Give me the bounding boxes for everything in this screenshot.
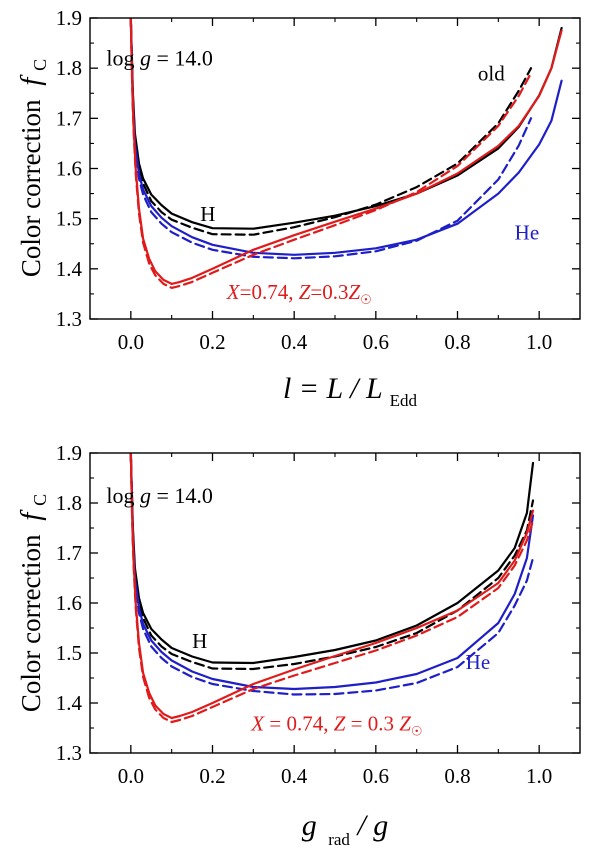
- top-y-tick-label: 1.4: [56, 257, 83, 281]
- top-annotation-H: H: [200, 202, 215, 226]
- bottom-x-axis-label: g rad / g: [302, 809, 389, 849]
- top-y-tick-label: 1.9: [56, 6, 82, 30]
- bottom-series-group: [129, 453, 535, 724]
- top-plot-frame: [89, 17, 581, 320]
- top-x-axis-label-text: l = L / L: [283, 372, 382, 405]
- bottom-series-x-0-74-z-0-3-zsun-old-dashed: [129, 453, 535, 724]
- bottom-y-axis-label-text: Color correction: [16, 534, 46, 712]
- top-x-axis-subscript: Edd: [390, 391, 418, 410]
- bottom-x-tick-label: 0.6: [363, 764, 389, 788]
- top-series-x-0-74-z-0-3zsun-old-dashed: [129, 18, 533, 289]
- top-annotation-logg: log g = 14.0: [106, 46, 213, 71]
- bottom-y-axis-subscript: C: [30, 494, 50, 506]
- top-y-axis-label: Color correction f C: [15, 59, 50, 277]
- top-series-he: [129, 18, 563, 256]
- top-y-axis-symbol: f: [15, 74, 47, 86]
- bottom-annotation-H: H: [192, 629, 207, 653]
- bottom-x-tick-label: 0.8: [444, 764, 470, 788]
- bottom-y-axis-label: Color correction f C: [15, 494, 50, 712]
- top-y-axis-subscript: C: [30, 59, 50, 71]
- bottom-y-tick-label: 1.8: [56, 491, 82, 515]
- bottom-x-tick-label: 0.4: [281, 764, 308, 788]
- bottom-x-tick-label: 0.2: [199, 764, 225, 788]
- top-x-axis-label: l = L / L Edd: [283, 372, 418, 410]
- top-y-tick-label: 1.7: [56, 106, 82, 130]
- bottom-x-tick-label: 0.0: [118, 764, 144, 788]
- bottom-y-tick-label: 1.9: [56, 441, 82, 465]
- top-x-tick-label: 0.4: [281, 330, 308, 354]
- bottom-x-axis-subscript: rad: [328, 830, 350, 849]
- bottom-annotation-composition: X = 0.74, Z = 0.3 Z☉: [250, 712, 422, 739]
- top-y-tick-label: 1.6: [56, 157, 82, 181]
- top-y-tick-label: 1.3: [56, 307, 82, 331]
- bottom-panel: 0.0 0.2 0.4 0.6 0.8 1.0 1.3 1.4 1.5 1.6 1.7 1.8 1.9 l…: [15, 441, 581, 849]
- top-annotation-old: old: [478, 62, 505, 86]
- top-x-tick-label: 0.0: [118, 330, 144, 354]
- bottom-y-tick-label: 1.3: [56, 741, 82, 765]
- bottom-x-axis-label-rest: / g: [355, 809, 388, 842]
- bottom-x-axis-label-g: g: [302, 809, 317, 842]
- bottom-series-he-old-dashed: [129, 453, 535, 696]
- top-plot-area: 0.0 0.2 0.4 0.6 0.8 1.0 1.3 1.4 1.5 1.6 1.7 1.8 1.9 l…: [56, 6, 580, 354]
- top-x-tick-label: 0.6: [363, 330, 389, 354]
- top-y-tick-label: 1.5: [56, 207, 82, 231]
- top-x-tick-label: 0.2: [199, 330, 225, 354]
- bottom-annotation-He: He: [466, 650, 491, 674]
- bottom-y-tick-label: 1.5: [56, 641, 82, 665]
- bottom-y-tick-label: 1.7: [56, 541, 82, 565]
- bottom-x-tick-label: 1.0: [526, 764, 552, 788]
- top-x-tick-label: 0.8: [444, 330, 470, 354]
- top-annotation-He: He: [515, 221, 540, 245]
- bottom-y-tick-label: 1.6: [56, 591, 82, 615]
- bottom-y-axis-symbol: f: [15, 509, 47, 521]
- top-panel: 0.0 0.2 0.4 0.6 0.8 1.0 1.3 1.4 1.5 1.6 1.7 1.8 1.9 l…: [15, 6, 581, 410]
- bottom-y-tick-label: 1.4: [56, 691, 83, 715]
- top-y-tick-label: 1.8: [56, 56, 82, 80]
- bottom-annotation-logg: log g = 14.0: [106, 483, 213, 508]
- top-annotation-composition: X=0.74, Z=0.3Z☉: [226, 280, 372, 307]
- top-series-he-old-dashed: [129, 18, 533, 260]
- top-y-axis-label-text: Color correction: [16, 99, 46, 277]
- bottom-plot-area: 0.0 0.2 0.4 0.6 0.8 1.0 1.3 1.4 1.5 1.6 1.7 1.8 1.9 l…: [56, 441, 580, 788]
- top-series-group: [129, 18, 563, 289]
- top-x-tick-label: 1.0: [526, 330, 552, 354]
- top-series-h-old-dashed: [129, 18, 533, 236]
- bottom-plot-frame: [89, 452, 581, 754]
